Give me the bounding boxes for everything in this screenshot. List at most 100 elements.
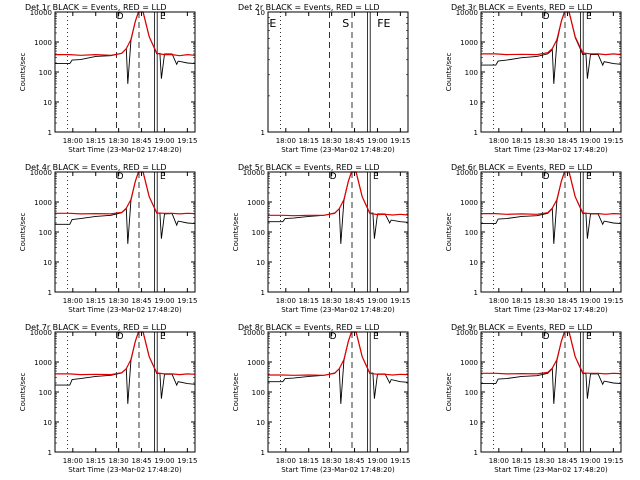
plot-frame (480, 331, 622, 453)
y-tick-label: 10 (43, 99, 52, 107)
x-tick-label: 18:30 (535, 457, 555, 465)
series-line-events (268, 171, 409, 244)
chart-title: Det 7r BLACK = Events, RED = LLD (25, 323, 167, 332)
event-marker-letter: E (160, 172, 166, 182)
event-marker-letter: E (160, 12, 166, 22)
chart-title: Det 3r BLACK = Events, RED = LLD (451, 3, 593, 12)
plot-frame (480, 11, 622, 133)
y-tick-label: 1 (474, 289, 478, 297)
event-marker-letter: E (269, 17, 276, 30)
x-tick-label: 18:30 (109, 297, 129, 305)
y-tick-label: 10000 (243, 329, 265, 337)
series-line-events (55, 171, 196, 244)
y-tick-label: 10 (469, 419, 478, 427)
x-tick-label: 19:00 (367, 297, 387, 305)
x-tick-label: 18:15 (512, 297, 532, 305)
event-marker-letter: E (373, 172, 379, 182)
x-axis-label: Start Time (23-Mar-02 17:48:20) (281, 466, 395, 474)
y-tick-label: 1 (48, 129, 52, 137)
event-marker-letter: D (117, 332, 124, 342)
y-tick-label: 1000 (247, 359, 265, 367)
x-tick-label: 18:15 (299, 137, 319, 145)
x-axis-label: Start Time (23-Mar-02 17:48:20) (68, 306, 182, 314)
y-tick-label: 1000 (247, 199, 265, 207)
x-tick-label: 18:15 (86, 137, 106, 145)
series-line-lld (268, 331, 409, 376)
event-marker-letter: E (160, 332, 166, 342)
y-axis-label: Counts/sec (19, 373, 27, 412)
y-tick-label: 1000 (34, 39, 52, 47)
x-tick-label: 18:15 (512, 457, 532, 465)
x-tick-label: 18:15 (512, 137, 532, 145)
series-line-lld (55, 171, 196, 215)
y-tick-label: 1 (48, 449, 52, 457)
x-tick-label: 19:15 (390, 457, 410, 465)
x-tick-label: 18:30 (322, 297, 342, 305)
y-tick-label: 100 (39, 229, 52, 237)
y-tick-label: 100 (252, 389, 265, 397)
x-tick-label: 18:45 (344, 297, 364, 305)
series-line-events (481, 11, 622, 84)
plot-frame (54, 11, 196, 133)
x-tick-label: 18:30 (535, 137, 555, 145)
x-tick-label: 18:30 (109, 137, 129, 145)
x-tick-label: 18:45 (557, 457, 577, 465)
x-tick-label: 18:15 (86, 297, 106, 305)
chart-panel-3: Det 3r BLACK = Events, RED = LLD 1 10 100 10… (445, 3, 623, 154)
event-marker-letter: D (543, 172, 550, 182)
x-tick-label: 19:15 (390, 297, 410, 305)
event-marker-letter: D (330, 332, 337, 342)
event-marker-letter: E (586, 332, 592, 342)
x-tick-label: 18:00 (489, 137, 509, 145)
x-tick-label: 19:15 (390, 137, 410, 145)
y-tick-label: 1 (261, 289, 265, 297)
series-line-lld (481, 331, 622, 375)
series-line-events (55, 11, 196, 84)
y-tick-label: 100 (39, 389, 52, 397)
plot-frame (267, 11, 409, 133)
y-tick-label: 1 (261, 129, 265, 137)
x-tick-label: 19:15 (603, 297, 623, 305)
y-tick-label: 10000 (456, 329, 478, 337)
y-axis-label: Counts/sec (19, 53, 27, 92)
y-tick-label: 10 (43, 419, 52, 427)
plot-frame (54, 171, 196, 293)
x-tick-label: 19:15 (177, 457, 197, 465)
y-tick-label: 1 (261, 449, 265, 457)
event-marker-letter: D (117, 172, 124, 182)
chart-panel-9: Det 9r BLACK = Events, RED = LLD 1 10 100 10… (445, 323, 623, 474)
chart-panel-4: Det 4r BLACK = Events, RED = LLD 1 10 100 10… (19, 163, 197, 314)
chart-panel-8: Det 8r BLACK = Events, RED = LLD 1 10 100 10… (232, 323, 410, 474)
x-tick-label: 19:00 (154, 137, 174, 145)
y-tick-label: 10000 (456, 9, 478, 17)
x-tick-label: 19:00 (580, 297, 600, 305)
y-tick-label: 10000 (30, 329, 52, 337)
y-tick-label: 1 (474, 449, 478, 457)
series-line-lld (268, 171, 409, 217)
y-tick-label: 1000 (34, 359, 52, 367)
x-axis-label: Start Time (23-Mar-02 17:48:20) (68, 146, 182, 154)
x-tick-label: 18:00 (276, 137, 296, 145)
y-tick-label: 10000 (30, 169, 52, 177)
x-tick-label: 18:00 (276, 297, 296, 305)
series-line-events (55, 331, 196, 404)
x-tick-label: 18:30 (322, 137, 342, 145)
y-tick-label: 10 (469, 99, 478, 107)
y-tick-label: 1000 (460, 39, 478, 47)
x-tick-label: 18:00 (489, 457, 509, 465)
y-axis-label: Counts/sec (445, 213, 453, 252)
event-marker-letter: D (330, 172, 337, 182)
x-tick-label: 19:00 (154, 297, 174, 305)
x-tick-label: 18:30 (322, 457, 342, 465)
chart-title: Det 8r BLACK = Events, RED = LLD (238, 323, 380, 332)
y-axis-label: Counts/sec (232, 213, 240, 252)
event-marker-letter: D (117, 12, 124, 22)
x-tick-label: 18:00 (63, 457, 83, 465)
x-tick-label: 19:15 (603, 137, 623, 145)
x-tick-label: 18:45 (131, 137, 151, 145)
y-tick-label: 1 (48, 289, 52, 297)
x-tick-label: 18:15 (299, 457, 319, 465)
chart-panel-7: Det 7r BLACK = Events, RED = LLD 1 10 100 10… (19, 323, 197, 474)
x-tick-label: 18:30 (109, 457, 129, 465)
